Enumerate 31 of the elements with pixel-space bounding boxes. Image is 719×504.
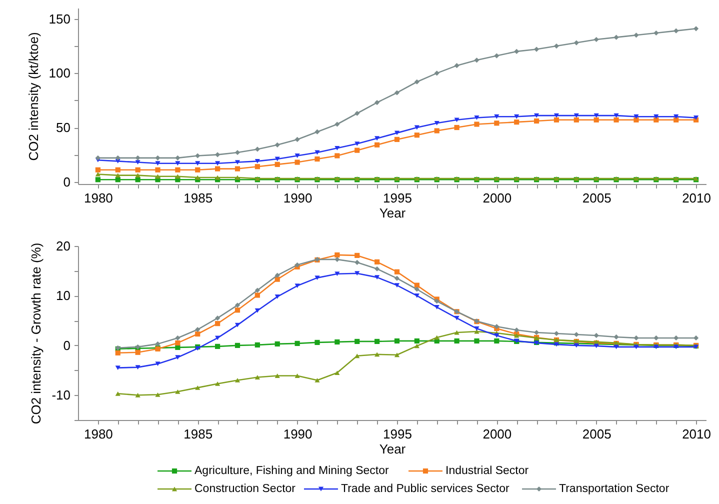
legend-label: Agriculture, Fishing and Mining Sector bbox=[194, 465, 389, 477]
x-tick-label: 1995 bbox=[383, 426, 412, 442]
legend-label: Construction Sector bbox=[194, 483, 296, 495]
x-axis-title: Year bbox=[379, 206, 406, 220]
y-axis-title: CO2 intensity (kt/ktoe) bbox=[26, 32, 41, 161]
x-tick-label: 1985 bbox=[184, 190, 213, 206]
y-tick-label: 50 bbox=[56, 120, 70, 136]
x-tick-label: 1980 bbox=[84, 426, 113, 442]
x-tick-label: 1990 bbox=[283, 426, 312, 442]
y-tick-label: -10 bbox=[52, 388, 70, 403]
x-tick-label: 2000 bbox=[482, 426, 512, 442]
x-tick-label: 1985 bbox=[184, 426, 213, 442]
x-tick-label: 1990 bbox=[283, 190, 312, 206]
y-axis-title: CO2 intensity - Growth rate (%) bbox=[28, 242, 44, 424]
x-tick-label: 2010 bbox=[682, 426, 711, 442]
y-tick-label: 10 bbox=[56, 288, 70, 304]
y-tick-label: 100 bbox=[48, 66, 70, 81]
legend-label: Transportation Sector bbox=[559, 483, 670, 495]
y-tick-label: 150 bbox=[48, 11, 70, 26]
y-tick-label: 20 bbox=[56, 238, 70, 254]
x-tick-label: 2005 bbox=[582, 426, 612, 442]
x-axis-title: Year bbox=[379, 442, 406, 456]
x-tick-label: 1995 bbox=[383, 190, 412, 206]
legend-label: Trade and Public services Sector bbox=[341, 483, 510, 495]
y-tick-label: 0 bbox=[63, 338, 70, 353]
legend-label: Industrial Sector bbox=[446, 465, 529, 477]
y-tick-label: 0 bbox=[63, 174, 70, 190]
x-tick-label: 2005 bbox=[582, 190, 612, 206]
x-tick-label: 2010 bbox=[682, 190, 711, 206]
x-tick-label: 2000 bbox=[482, 190, 512, 206]
x-tick-label: 1980 bbox=[84, 190, 113, 206]
